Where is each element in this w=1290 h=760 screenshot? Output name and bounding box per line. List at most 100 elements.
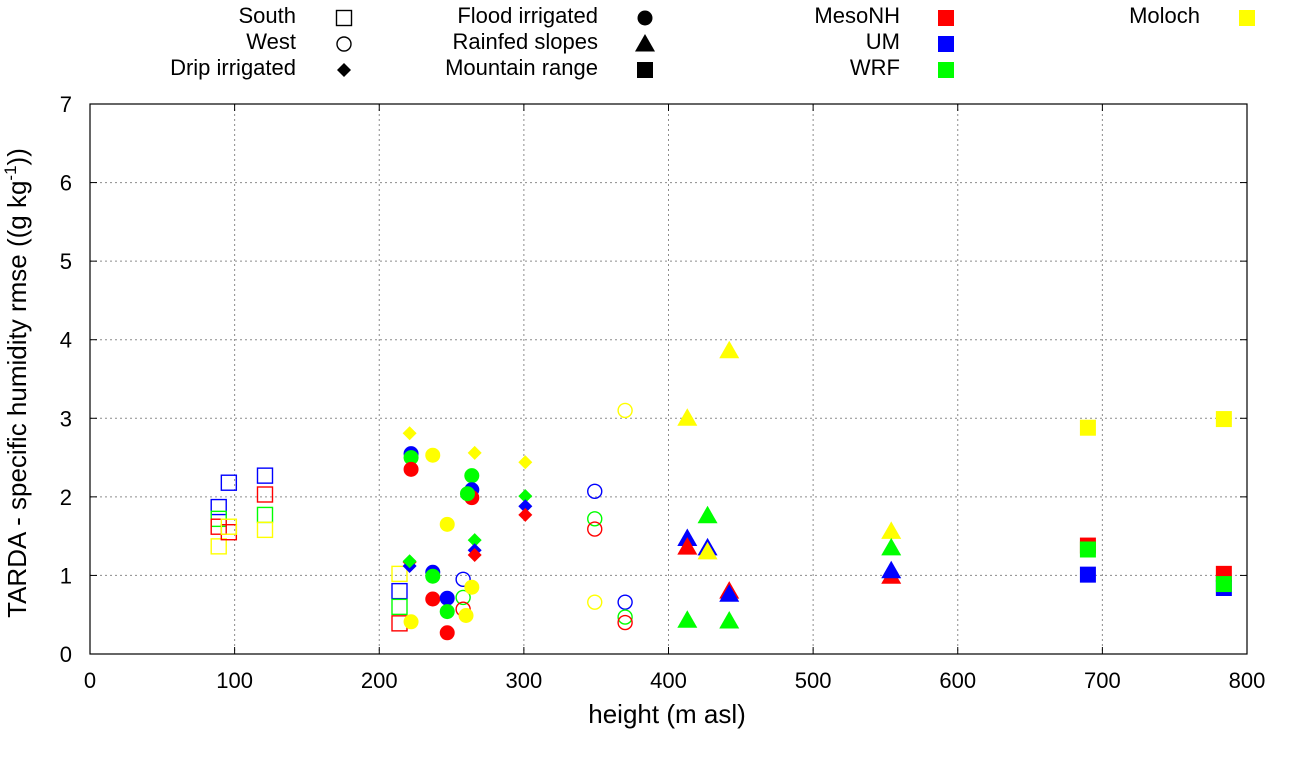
data-point <box>455 589 471 606</box>
data-point <box>587 521 603 537</box>
data-point <box>425 591 441 607</box>
legend-label: WRF <box>850 55 900 80</box>
y-tick-label: 2 <box>60 485 72 510</box>
data-point <box>617 609 633 625</box>
data-point <box>617 402 633 419</box>
data-point <box>256 521 274 539</box>
legend-color-swatch <box>938 36 954 52</box>
x-tick-label: 400 <box>650 668 687 693</box>
x-tick-label: 700 <box>1084 668 1121 693</box>
y-tick-label: 4 <box>60 328 72 353</box>
data-point <box>1079 419 1096 436</box>
legend-color-swatch <box>938 10 954 26</box>
data-point <box>719 340 740 359</box>
data-point <box>403 461 419 477</box>
data-point <box>455 571 471 588</box>
legend-marker <box>337 63 351 77</box>
y-axis-title-end: )) <box>2 148 32 165</box>
data-point <box>464 468 480 484</box>
grid <box>90 104 1247 654</box>
data-point <box>256 486 274 503</box>
data-point <box>464 579 480 595</box>
x-tick-label: 500 <box>795 668 832 693</box>
data-point <box>256 506 274 524</box>
data-point <box>220 518 238 535</box>
data-point <box>719 584 740 602</box>
y-tick-label: 5 <box>60 249 72 274</box>
data-point <box>881 537 902 556</box>
axis-ticks: 0 100 200 300 400 500 600 700 800 0 1 2 3 4 5 6 7 <box>60 92 1266 693</box>
data-point <box>402 554 417 569</box>
data-point <box>439 604 455 620</box>
x-tick-label: 600 <box>939 668 976 693</box>
data-point <box>677 537 698 555</box>
data-point <box>1215 411 1232 428</box>
data-point <box>425 447 441 463</box>
data-point <box>391 598 408 616</box>
data-point <box>220 474 238 491</box>
data-point <box>697 505 718 524</box>
data-point <box>467 548 482 562</box>
data-point <box>1079 541 1096 558</box>
legend-color-swatch <box>938 62 954 78</box>
x-tick-label: 200 <box>361 668 398 693</box>
data-point <box>439 516 455 532</box>
data-point <box>881 521 902 539</box>
y-tick-label: 0 <box>60 642 72 667</box>
x-tick-label: 100 <box>216 668 253 693</box>
data-point <box>1215 576 1232 593</box>
data-point <box>439 590 455 606</box>
data-point <box>518 507 533 522</box>
x-tick-label: 0 <box>84 668 96 693</box>
x-axis-title: height (m asl) <box>588 699 746 729</box>
x-tick-label: 300 <box>506 668 543 693</box>
data-point <box>210 498 227 516</box>
legend-label: South <box>239 3 297 28</box>
y-tick-label: 1 <box>60 563 72 588</box>
legend-label: MesoNH <box>814 3 900 28</box>
data-point <box>425 568 441 584</box>
data-point <box>518 489 533 504</box>
data-point <box>587 511 603 527</box>
data-point <box>467 445 482 460</box>
legend-label: Moloch <box>1129 3 1200 28</box>
data-point <box>617 614 633 631</box>
data-point <box>391 582 408 600</box>
legend-label: West <box>246 29 296 54</box>
legend-label: Drip irrigated <box>170 55 296 80</box>
data-point <box>391 565 408 583</box>
y-axis-title: TARDA - specific humidity rmse ((g kg-1)… <box>1 148 32 618</box>
data-point <box>458 608 474 623</box>
legend-marker <box>637 10 653 26</box>
data-point <box>439 625 455 641</box>
data-point <box>719 611 740 629</box>
data-point <box>587 594 603 610</box>
legend-label: Mountain range <box>445 55 598 80</box>
data-point <box>518 455 533 470</box>
data-point <box>402 426 417 441</box>
data-point <box>403 450 419 466</box>
data-point <box>677 408 698 426</box>
x-tick-label: 800 <box>1229 668 1266 693</box>
legend-label: UM <box>866 29 900 54</box>
data-point <box>210 518 227 535</box>
legend-marker <box>637 62 653 78</box>
y-tick-label: 6 <box>60 171 72 196</box>
data-point <box>210 538 227 555</box>
y-tick-label: 7 <box>60 92 72 117</box>
y-axis-title-main: TARDA - specific humidity rmse ((g kg <box>2 181 32 618</box>
legend-marker <box>635 34 655 52</box>
data-point <box>587 483 603 500</box>
data-point <box>677 610 698 628</box>
data-point <box>1079 566 1096 583</box>
y-tick-label: 3 <box>60 406 72 431</box>
data-point <box>617 594 633 610</box>
legend-label: Rainfed slopes <box>452 29 598 54</box>
legend-marker <box>335 9 353 27</box>
data-point <box>881 560 902 579</box>
data-point <box>467 533 482 548</box>
data-point <box>256 467 274 484</box>
legend-marker <box>336 36 352 52</box>
